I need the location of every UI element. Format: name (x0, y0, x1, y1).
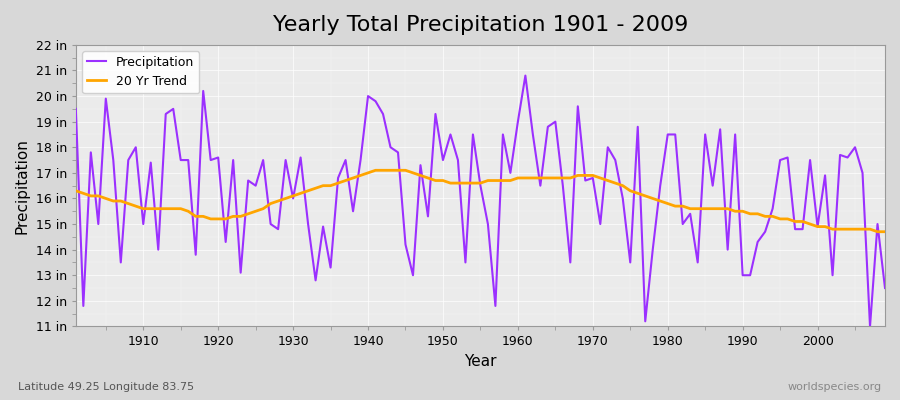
20 Yr Trend (512, 176, 523, 180)
Text: worldspecies.org: worldspecies.org (788, 382, 882, 392)
20 Yr Trend (70, 188, 81, 193)
Text: Latitude 49.25 Longitude 83.75: Latitude 49.25 Longitude 83.75 (18, 382, 194, 392)
Y-axis label: Precipitation: Precipitation (15, 138, 30, 234)
Precipitation (865, 324, 876, 329)
20 Yr Trend (130, 204, 141, 208)
20 Yr Trend (295, 191, 306, 196)
Precipitation (610, 158, 621, 162)
20 Yr Trend (872, 229, 883, 234)
Precipitation (70, 106, 81, 111)
Precipitation (520, 73, 531, 78)
Precipitation (512, 119, 523, 124)
20 Yr Trend (610, 181, 621, 186)
Legend: Precipitation, 20 Yr Trend: Precipitation, 20 Yr Trend (82, 51, 199, 93)
20 Yr Trend (370, 168, 381, 173)
Line: 20 Yr Trend: 20 Yr Trend (76, 170, 885, 232)
X-axis label: Year: Year (464, 354, 497, 369)
Precipitation (130, 145, 141, 150)
Precipitation (340, 158, 351, 162)
20 Yr Trend (340, 178, 351, 183)
20 Yr Trend (520, 176, 531, 180)
Precipitation (295, 155, 306, 160)
20 Yr Trend (879, 229, 890, 234)
Precipitation (505, 170, 516, 175)
Line: Precipitation: Precipitation (76, 76, 885, 326)
Precipitation (879, 286, 890, 290)
Title: Yearly Total Precipitation 1901 - 2009: Yearly Total Precipitation 1901 - 2009 (273, 15, 688, 35)
